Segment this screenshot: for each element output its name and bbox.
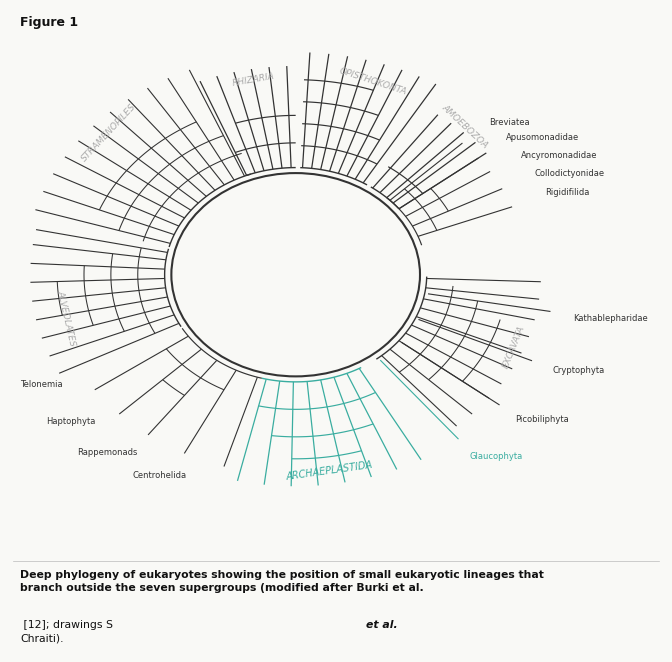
Text: Centrohelida: Centrohelida (132, 471, 186, 480)
Text: Collodictyonidae: Collodictyonidae (534, 169, 604, 177)
Text: Breviatea: Breviatea (489, 118, 530, 126)
Text: Picobiliphyta: Picobiliphyta (515, 416, 569, 424)
Text: Ancyromonadidae: Ancyromonadidae (521, 150, 597, 160)
Text: Telonemia: Telonemia (20, 380, 63, 389)
Text: OPISTHOKONTA: OPISTHOKONTA (337, 66, 407, 97)
Text: ARCHAEPLASTIDA: ARCHAEPLASTIDA (286, 459, 374, 482)
Text: RHIZARIA: RHIZARIA (232, 71, 276, 88)
Text: Cryptophyta: Cryptophyta (552, 366, 605, 375)
Text: Haptophyta: Haptophyta (46, 417, 96, 426)
Text: Kathablepharidae: Kathablepharidae (573, 314, 648, 323)
Text: Figure 1: Figure 1 (20, 17, 78, 30)
Text: ALVEOLATES: ALVEOLATES (56, 289, 77, 347)
Text: Deep phylogeny of eukaryotes showing the position of small eukaryotic lineages t: Deep phylogeny of eukaryotes showing the… (20, 570, 544, 593)
Text: AMOEBOZOA: AMOEBOZOA (440, 103, 490, 150)
Text: et al.: et al. (366, 620, 398, 630)
Text: STRAMENOPILES: STRAMENOPILES (80, 102, 138, 163)
Text: [12]; drawings S
Chraiti).: [12]; drawings S Chraiti). (20, 620, 113, 644)
Text: Apusomonadidae: Apusomonadidae (506, 134, 579, 142)
Text: Rigidifilida: Rigidifilida (545, 188, 589, 197)
Text: Glaucophyta: Glaucophyta (470, 452, 523, 461)
Text: EXCAVATA: EXCAVATA (501, 324, 526, 369)
Text: Rappemonads: Rappemonads (77, 448, 138, 457)
